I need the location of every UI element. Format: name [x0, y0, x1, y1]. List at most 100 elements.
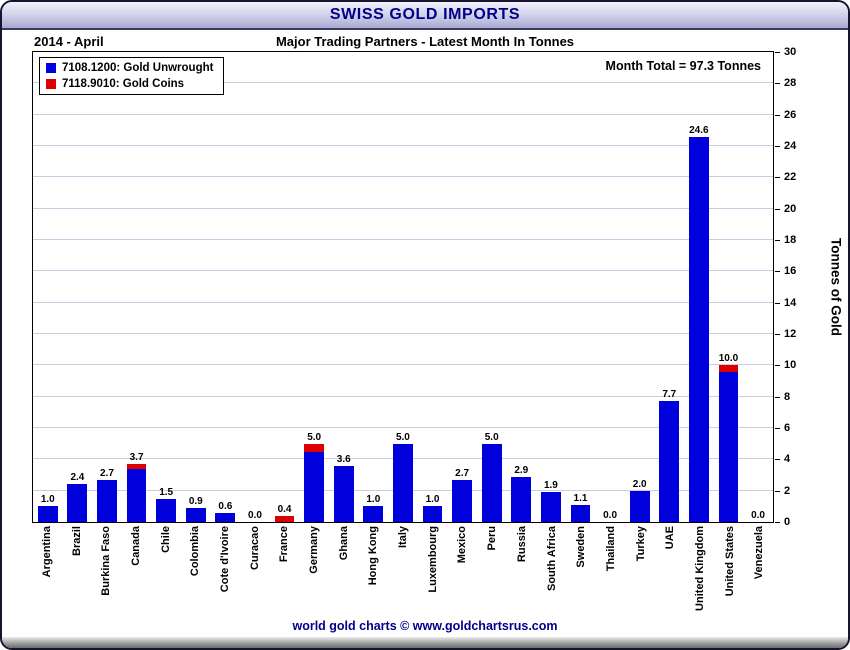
- bar-value-label: 2.9: [514, 464, 529, 476]
- bar-value-label: 2.7: [455, 467, 470, 479]
- gridline: [33, 207, 773, 209]
- bar[interactable]: [274, 515, 295, 522]
- bar-segment: [333, 465, 354, 522]
- bar-segment: [511, 476, 532, 522]
- x-label-slot: Brazil: [62, 526, 92, 628]
- x-category-label: United Kingdom: [693, 526, 706, 611]
- gridline: [33, 113, 773, 115]
- x-category-label: Venezuela: [753, 526, 766, 580]
- bar[interactable]: [333, 465, 354, 522]
- y-tick-mark: [775, 396, 780, 398]
- y-tick-label: 16: [784, 265, 797, 278]
- y-tick-mark: [775, 490, 780, 492]
- bar-segment: [540, 492, 561, 522]
- bar-segment: [37, 506, 58, 522]
- y-tick-label: 2: [784, 484, 791, 497]
- y-tick-label: 24: [784, 140, 797, 152]
- bar-slot: 0.4: [270, 52, 300, 522]
- bar-slot: 5.0: [299, 52, 329, 522]
- bar-segment: [570, 504, 591, 522]
- bar[interactable]: [156, 498, 177, 522]
- x-category-label: South Africa: [545, 526, 558, 591]
- bar-value-label: 24.6: [689, 124, 709, 136]
- bar-value-label: 2.4: [70, 472, 85, 484]
- x-category-label: Germany: [308, 526, 321, 574]
- y-tick-label: 8: [784, 390, 791, 403]
- bar[interactable]: [304, 443, 325, 522]
- y-tick-mark: [775, 208, 780, 210]
- bar[interactable]: [540, 492, 561, 522]
- bar[interactable]: [688, 136, 709, 522]
- bar-slot: 2.7: [447, 52, 477, 522]
- bar-segment: [304, 443, 325, 452]
- x-label-slot: United Kingdom: [685, 526, 715, 628]
- period-label: 2014 - April: [34, 34, 104, 49]
- y-tick-mark: [775, 365, 780, 367]
- legend-label: 7108.1200: Gold Unwrought: [62, 62, 214, 74]
- x-label-slot: Chile: [151, 526, 181, 628]
- bar-segment: [481, 443, 502, 522]
- bar[interactable]: [629, 490, 650, 522]
- bar[interactable]: [481, 443, 502, 522]
- gridline: [33, 176, 773, 178]
- y-tick-label: 22: [784, 171, 797, 184]
- gridline: [33, 82, 773, 84]
- bar[interactable]: [393, 443, 413, 522]
- y-tick-mark: [775, 52, 780, 53]
- y-tick-label: 6: [784, 422, 791, 434]
- bar-segment: [659, 401, 680, 522]
- bar-slot: 3.7: [122, 52, 152, 522]
- bar[interactable]: [126, 464, 147, 522]
- x-label-slot: Turkey: [626, 526, 656, 628]
- bar-slot: 5.0: [388, 52, 418, 522]
- bar[interactable]: [452, 479, 473, 522]
- bar[interactable]: [363, 506, 384, 522]
- bar-value-label: 5.0: [395, 431, 410, 443]
- bar-value-label: 2.0: [632, 478, 647, 490]
- bar-value-label: 0.9: [188, 495, 203, 507]
- y-tick-mark: [775, 522, 780, 523]
- bar-value-label: 3.7: [129, 452, 144, 464]
- bar-slot: 1.0: [359, 52, 389, 522]
- legend-swatch-icon: [46, 79, 56, 89]
- bar[interactable]: [511, 476, 532, 522]
- bar-value-label: 2.7: [100, 467, 114, 479]
- x-label-slot: United States: [715, 526, 745, 628]
- bar[interactable]: [718, 365, 739, 522]
- y-tick-label: 10: [784, 359, 797, 372]
- bar-value-label: 5.0: [307, 431, 322, 443]
- y-tick-label: 0: [784, 516, 791, 528]
- x-label-slot: Russia: [507, 526, 537, 628]
- bar[interactable]: [37, 506, 58, 522]
- y-tick-mark: [775, 302, 780, 304]
- bar-value-label: 0.6: [218, 500, 233, 512]
- bar-slot: 1.1: [566, 52, 596, 522]
- bar[interactable]: [97, 479, 117, 522]
- bar-slot: 0.0: [595, 52, 625, 522]
- bar-slot: 7.7: [654, 52, 684, 522]
- bar-value-label: 0.0: [603, 510, 618, 521]
- gridline: [33, 145, 773, 146]
- gridline: [33, 333, 773, 334]
- bar[interactable]: [570, 504, 591, 522]
- x-category-label: Hong Kong: [367, 526, 380, 586]
- y-axis: 0 2 4 6 8 10 12 14 16 18 20 22 24 26 28 30: [775, 46, 825, 528]
- bar[interactable]: [185, 507, 206, 522]
- x-category-label: Thailand: [604, 526, 617, 572]
- gridline: [33, 270, 773, 272]
- bar[interactable]: [659, 401, 680, 522]
- bar-slot: 0.0: [240, 52, 270, 522]
- x-label-slot: Germany: [299, 526, 329, 628]
- bar-value-label: 0.0: [751, 510, 765, 521]
- y-tick-mark: [775, 83, 780, 85]
- bar[interactable]: [67, 484, 88, 522]
- chart-header: 2014 - April Major Trading Partners - La…: [2, 34, 848, 50]
- bar[interactable]: [215, 512, 236, 522]
- x-label-slot: Colombia: [180, 526, 210, 628]
- legend-item: 7108.1200: Gold Unwrought: [46, 62, 213, 74]
- x-category-label: Argentina: [40, 526, 53, 578]
- bar-value-label: 1.0: [40, 494, 55, 506]
- bar-slot: 1.9: [536, 52, 566, 522]
- y-tick-mark: [775, 114, 780, 116]
- bar[interactable]: [422, 506, 443, 522]
